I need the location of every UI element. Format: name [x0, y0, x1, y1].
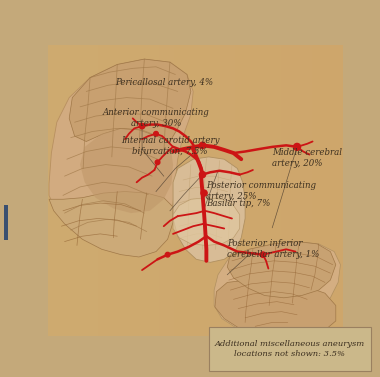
Text: Internal carotid artery
bifurcation, 7.5%: Internal carotid artery bifurcation, 7.5… — [121, 136, 219, 156]
Circle shape — [201, 190, 207, 196]
Circle shape — [200, 172, 206, 178]
Circle shape — [200, 142, 206, 149]
Circle shape — [294, 143, 301, 150]
Polygon shape — [173, 198, 240, 245]
Text: Middle cerebral
artery, 20%: Middle cerebral artery, 20% — [272, 148, 342, 168]
Text: Posterior communicating
artery, 25%: Posterior communicating artery, 25% — [206, 181, 317, 201]
Text: Anterior communicating
artery, 30%: Anterior communicating artery, 30% — [103, 108, 209, 129]
Polygon shape — [173, 157, 245, 262]
Text: Additional miscellaneous aneurysm
locations not shown: 3.5%: Additional miscellaneous aneurysm locati… — [215, 340, 365, 358]
Circle shape — [260, 252, 266, 257]
Polygon shape — [214, 242, 340, 332]
Polygon shape — [227, 242, 336, 298]
Polygon shape — [80, 129, 173, 213]
Text: Basilar tip, 7%: Basilar tip, 7% — [206, 199, 271, 208]
FancyBboxPatch shape — [209, 327, 370, 371]
Circle shape — [165, 252, 170, 257]
Circle shape — [154, 132, 158, 136]
Text: Pericallosal artery, 4%: Pericallosal artery, 4% — [115, 78, 213, 87]
Polygon shape — [49, 59, 193, 255]
Text: Posterior inferior
cerebellar artery, 1%: Posterior inferior cerebellar artery, 1% — [227, 239, 320, 259]
FancyBboxPatch shape — [4, 205, 8, 240]
Circle shape — [139, 123, 145, 129]
Circle shape — [155, 160, 160, 165]
Polygon shape — [215, 280, 336, 336]
Polygon shape — [69, 59, 191, 141]
Polygon shape — [49, 192, 173, 257]
